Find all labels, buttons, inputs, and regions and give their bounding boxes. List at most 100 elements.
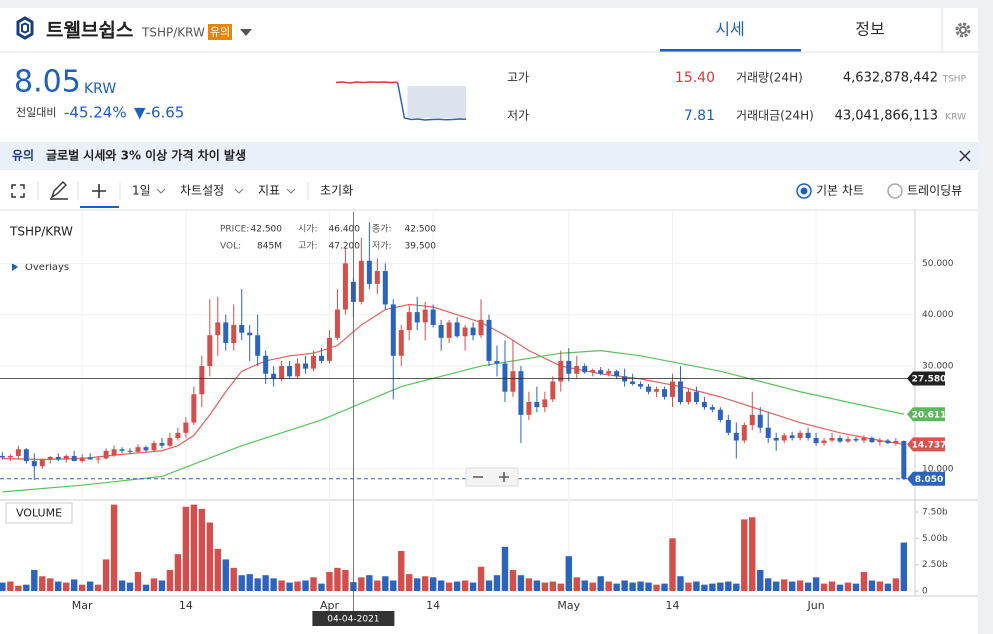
volume-bar [549,581,557,591]
candle-body [31,461,37,467]
readout-label: 고가: [298,241,318,252]
amount-label: 거래량(24H) [736,71,803,85]
vol-tick-label: 7.50b [922,508,948,518]
candle-body [215,322,221,336]
caret [156,188,166,194]
settings-gear[interactable] [955,22,971,38]
candle-body [15,449,21,456]
close-button[interactable] [959,150,971,162]
candle-body [901,441,907,479]
candle-body [454,322,460,337]
volume-bar [382,576,389,591]
price-badge-label: 20.611 [912,410,947,420]
pair: TSHP/KRW [141,26,205,40]
volume-bar [900,542,908,591]
candle-body [119,449,125,451]
x-tick-label: 14 [426,599,440,612]
readout-label: 종가: [372,224,392,235]
volume-bar [78,584,86,591]
readout-value: 42.500 [251,225,283,235]
candle-body [630,381,636,385]
candle-body [7,455,13,458]
badge: 유의 [210,26,230,39]
volume-bar [374,580,381,591]
volume-bar [717,582,724,591]
chart-mode[interactable]: 기본 차트 [816,184,864,198]
candle-body [622,376,628,382]
sparkline [335,81,398,84]
volume-bar [23,584,30,591]
volume-bar [414,578,421,591]
candle-body [510,371,516,392]
volume-bar [629,582,636,591]
readout-label: VOL: [220,242,241,252]
candle-body [135,447,141,452]
candle-body [303,363,309,369]
candle-body [877,440,883,443]
dropdown-caret[interactable] [240,29,252,36]
readout-value: 845M [257,242,282,252]
symbol: TSHP/KRW [9,225,73,239]
volume-bar [461,580,469,591]
radio-selected[interactable] [796,183,812,199]
draw-icon[interactable] [50,181,68,200]
tab[interactable]: 정보 [855,20,884,39]
candle-body [518,371,524,415]
candle-body [438,324,444,338]
candle-body [662,389,668,397]
overlays[interactable]: Overlays [25,262,69,273]
volume-bar [469,582,477,591]
price-badge [907,407,945,422]
overlays-arrow[interactable] [12,263,18,271]
volume-bar [358,577,365,591]
volume-bar [63,582,70,591]
candle-body [63,455,69,460]
volume-bar [565,556,572,591]
volume-bar [637,581,644,591]
candle-body [127,450,133,452]
x-tick-label: Jun [806,599,824,612]
change-label: 전일대비 [16,105,56,119]
tab-active[interactable]: 시세 [715,20,744,39]
volume-bar [685,582,692,591]
candle-body [358,260,364,302]
volume-bar [182,506,190,591]
volume-bar [47,578,54,591]
candle-body [279,366,285,379]
fullscreen-icon[interactable] [11,184,25,198]
interval[interactable]: 1일 [132,184,151,198]
indicators[interactable]: 지표 [258,184,280,198]
candle-body [47,456,53,460]
stat-value: 15.40 [675,70,715,86]
volume-bar [525,578,533,591]
candle-body [263,355,269,374]
volume-bar [517,575,525,591]
volume-bar [589,582,596,591]
badge-bg [208,24,232,40]
volume-bar [605,581,612,591]
volume-bar [860,572,868,591]
chart-mode[interactable]: 트레이딩뷰 [907,184,962,198]
volume-bar [294,581,301,591]
candle-body [590,370,596,373]
price-badge [907,471,945,486]
candle-body [566,360,572,374]
volume-bar [174,554,182,591]
volume-bar [198,508,206,591]
candle-body [183,422,189,433]
radio[interactable] [887,183,903,199]
candle-body [582,366,588,373]
stat-label: 고가 [507,71,529,85]
chart-settings[interactable]: 차트설정 [180,184,224,198]
crosshair-icon[interactable] [92,184,106,198]
zoom-in[interactable] [499,472,509,482]
candle-body [534,402,540,408]
candle-body [159,443,165,446]
chart: 10.000 30.000 40.000 50.000 Mar 14 Apr 14 May 14 J… [0,212,954,626]
reset[interactable]: 초기화 [320,184,353,198]
stats: 고가 15.40 거래량(24H) 4,632,878,442 TSHP 저가 7.81 거래… [335,70,967,124]
volume-bar [812,577,820,591]
candle-body [837,437,843,442]
volume-bar [557,583,565,591]
amount-unit: TSHP [942,75,967,85]
